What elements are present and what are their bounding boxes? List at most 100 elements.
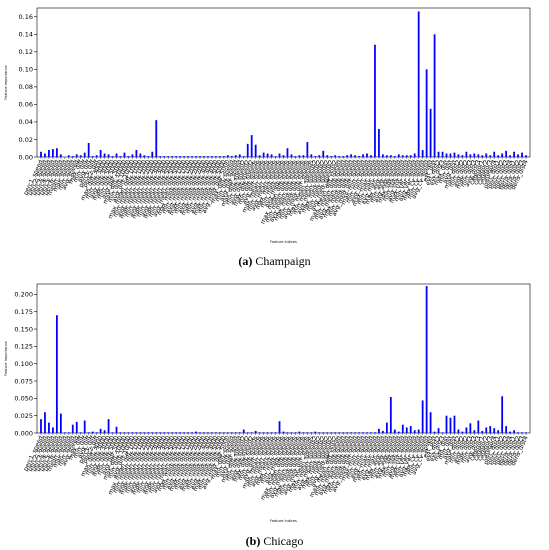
- bar: [83, 420, 86, 433]
- bar: [207, 156, 209, 157]
- bar: [330, 156, 333, 157]
- plot-frame: [36, 283, 531, 434]
- bar: [230, 156, 233, 157]
- bar: [234, 155, 237, 157]
- bar: [187, 156, 189, 157]
- bar: [151, 432, 154, 433]
- bar: [382, 430, 384, 433]
- bar: [99, 149, 102, 157]
- bar: [489, 426, 492, 433]
- bar: [521, 152, 523, 157]
- bar: [222, 156, 225, 157]
- bar: [513, 151, 515, 157]
- bar: [40, 419, 42, 433]
- panel-champaign: 0.00 0.02 0.04 0.06 0.08 0.10 0.12 0.14 0.16 Feat…: [0, 0, 549, 272]
- bar: [67, 432, 70, 433]
- bar: [350, 154, 352, 157]
- bar: [334, 155, 337, 157]
- y-tick-label: 0.12: [19, 48, 33, 56]
- bar: [171, 432, 174, 433]
- bar: [238, 432, 241, 433]
- bar: [525, 155, 527, 157]
- bar: [366, 153, 368, 157]
- bar: [95, 432, 98, 433]
- bar: [338, 432, 341, 433]
- bar: [445, 415, 448, 433]
- bar: [83, 152, 86, 157]
- y-tick-label: 0.075: [14, 377, 33, 385]
- bar: [167, 432, 170, 433]
- bar: [397, 154, 400, 157]
- bar: [417, 11, 420, 157]
- bar: [139, 432, 142, 433]
- bar: [48, 149, 50, 157]
- bar: [111, 432, 114, 433]
- bar: [195, 156, 197, 157]
- bar: [171, 156, 174, 157]
- bar: [218, 156, 221, 157]
- bar: [461, 431, 464, 433]
- y-tick-label: 0.200: [14, 291, 33, 299]
- bar: [397, 431, 400, 433]
- bar: [286, 148, 289, 157]
- bar: [242, 156, 245, 157]
- bar: [393, 156, 396, 157]
- bar: [322, 432, 325, 433]
- y-axis-label: Feature Importance: [4, 65, 8, 99]
- bar: [330, 432, 333, 433]
- bar: [262, 432, 265, 433]
- bar: [95, 155, 98, 157]
- bar: [453, 152, 456, 157]
- bar: [147, 156, 150, 157]
- bar: [40, 151, 42, 157]
- bar: [497, 155, 500, 157]
- bar: [254, 430, 257, 433]
- bar: [370, 155, 372, 157]
- bar: [63, 432, 66, 433]
- bar: [270, 432, 273, 433]
- bar: [250, 432, 253, 433]
- bar: [342, 156, 345, 157]
- bar: [421, 400, 424, 433]
- bar: [433, 431, 436, 433]
- bar: [425, 69, 428, 157]
- bar: [290, 154, 293, 157]
- bar: [107, 154, 110, 157]
- bar: [326, 432, 329, 433]
- caption-text: Champaign: [255, 254, 311, 268]
- bar: [489, 155, 492, 157]
- bar: [501, 153, 504, 157]
- plot-frame: [36, 7, 531, 158]
- bar: [513, 430, 515, 433]
- bar: [366, 432, 368, 433]
- bar: [469, 423, 472, 433]
- bar: [525, 432, 527, 433]
- bar: [67, 155, 70, 157]
- bar: [107, 419, 110, 433]
- bar: [55, 148, 58, 157]
- bar: [91, 431, 94, 433]
- bar: [242, 429, 245, 433]
- y-tick-label: 0.14: [19, 31, 33, 39]
- bar: [433, 34, 436, 158]
- bar: [385, 155, 388, 157]
- bar: [473, 153, 476, 157]
- y-tick-label: 0.10: [19, 66, 33, 74]
- bar: [306, 432, 309, 433]
- bar: [151, 151, 154, 157]
- bar: [362, 154, 364, 157]
- bar: [413, 153, 416, 157]
- bar-chart-chicago: 0.000 0.025 0.050 0.075 0.100 0.125 0.150 0.175…: [4, 283, 531, 523]
- bar: [159, 156, 162, 157]
- bar: [215, 156, 217, 157]
- bar: [127, 432, 130, 433]
- bar: [493, 151, 496, 157]
- bar: [437, 151, 440, 157]
- bar: [258, 155, 261, 157]
- bar: [135, 149, 138, 157]
- bar: [310, 432, 313, 433]
- bar: [298, 431, 301, 433]
- y-axis-label: Feature Importance: [4, 341, 8, 375]
- bar: [179, 432, 182, 433]
- bar: [203, 432, 205, 433]
